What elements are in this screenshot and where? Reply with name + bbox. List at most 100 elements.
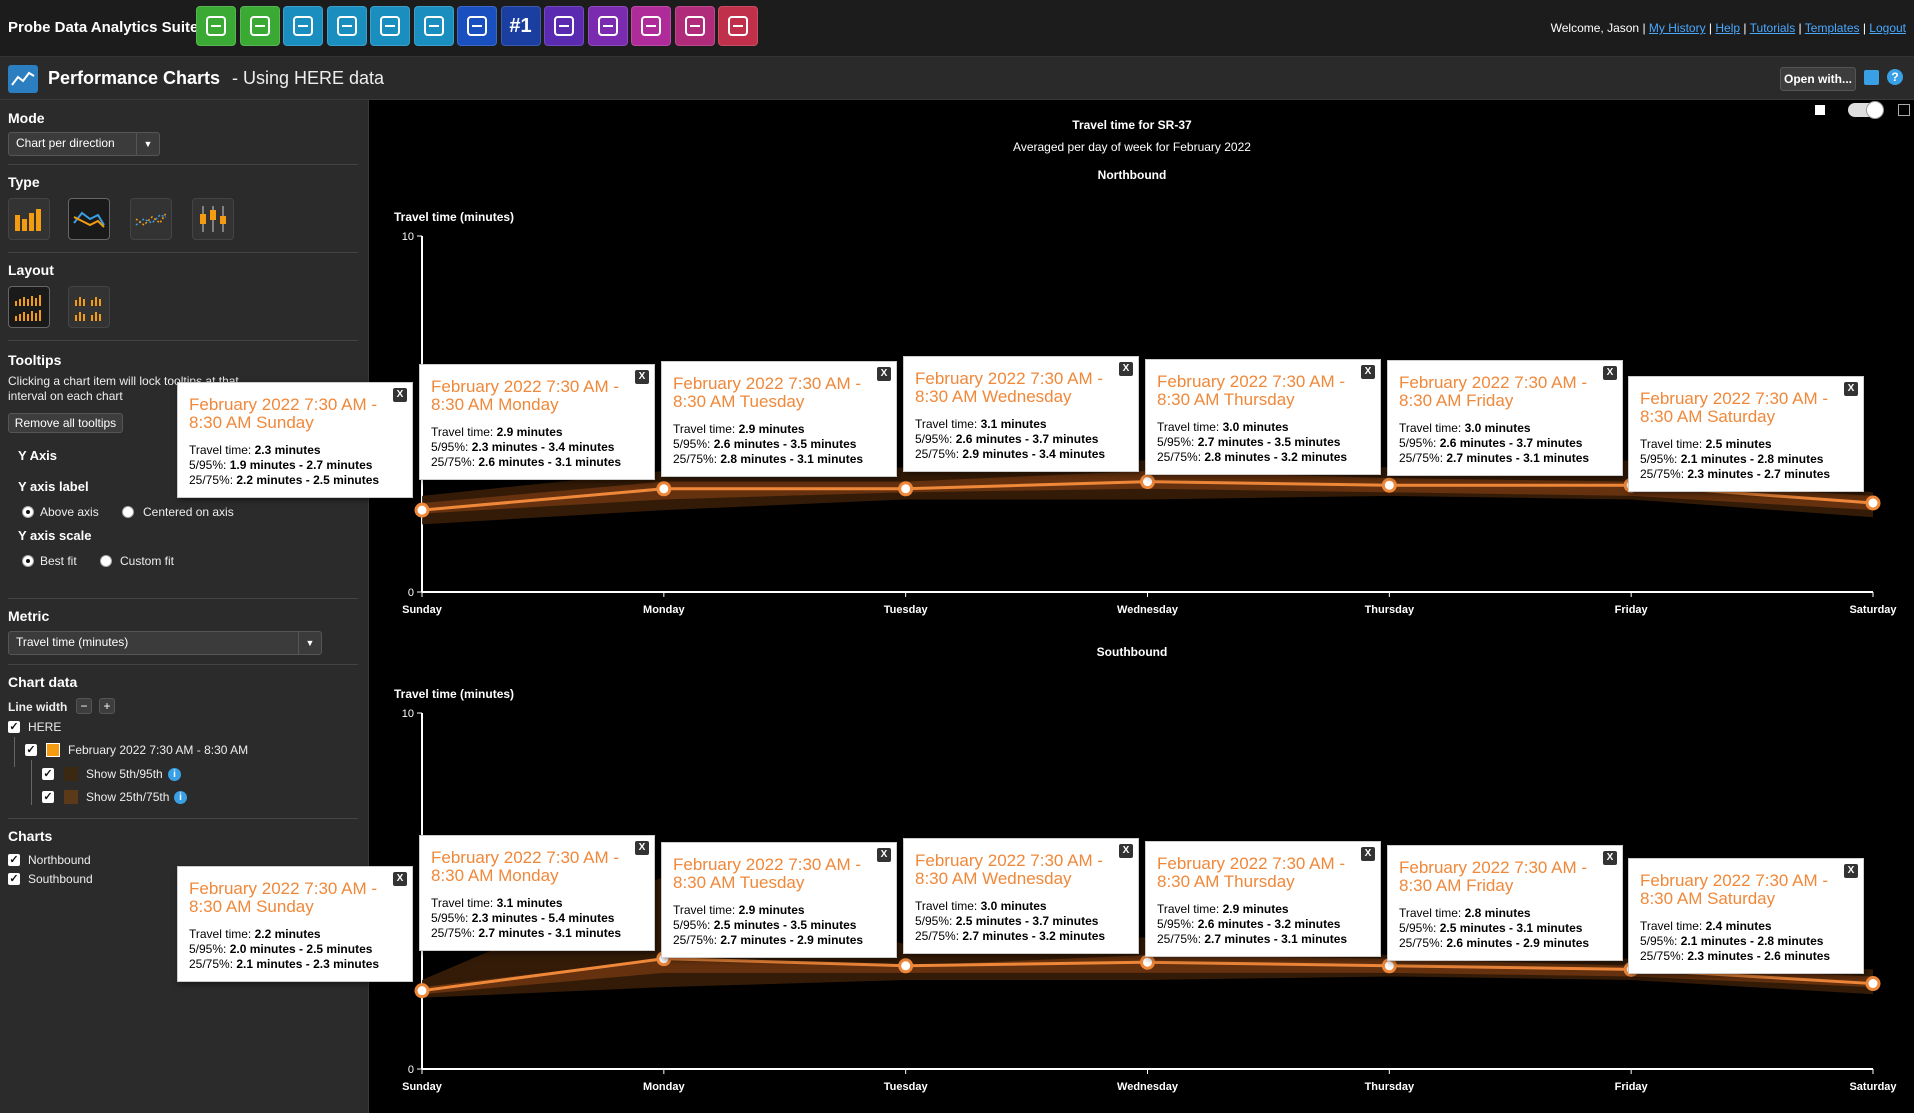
locked-tooltip[interactable]: X February 2022 7:30 AM - 8:30 AM Friday T… (1387, 845, 1623, 961)
bars-icon[interactable] (674, 6, 715, 46)
close-icon[interactable]: X (635, 841, 649, 855)
metric-select[interactable]: Travel time (minutes) ▼ (8, 631, 322, 655)
close-icon[interactable]: X (1844, 382, 1858, 396)
locked-tooltip[interactable]: X February 2022 7:30 AM - 8:30 AM Monday T… (419, 835, 655, 951)
tooltip-label: Travel time: (915, 899, 981, 913)
custom-fit-radio[interactable] (100, 555, 112, 567)
box-chart-type-button[interactable] (192, 198, 234, 240)
above-axis-radio[interactable] (22, 506, 34, 518)
tooltip-range-25-75: 25/75%: 2.8 minutes - 3.2 minutes (1157, 450, 1347, 464)
series-color-swatch[interactable] (46, 743, 60, 757)
tooltip-travel-time: Travel time: 2.4 minutes (1640, 919, 1772, 933)
info-icon[interactable]: i (168, 768, 181, 781)
scatter-chart-type-button[interactable] (130, 198, 172, 240)
tooltip-value: 2.3 minutes (254, 443, 321, 457)
layout-stacked-button[interactable] (8, 286, 50, 328)
close-icon[interactable]: X (1119, 844, 1133, 858)
chart-title: Southbound (1097, 645, 1168, 659)
fullscreen-icon[interactable] (1898, 104, 1910, 116)
close-icon[interactable]: X (1844, 864, 1858, 878)
tooltip-value: 2.9 minutes (738, 903, 805, 917)
mode-select[interactable]: Chart per direction ▼ (8, 132, 160, 156)
line-width-decrease-button[interactable]: − (76, 698, 92, 714)
layout-grid-button[interactable] (68, 286, 110, 328)
southbound-checkbox[interactable]: ✓ (8, 873, 20, 885)
tooltip-value: 2.7 minutes - 3.1 minutes (478, 926, 622, 940)
close-icon[interactable]: X (1603, 366, 1617, 380)
locked-tooltip[interactable]: X February 2022 7:30 AM - 8:30 AM Monday T… (419, 364, 655, 480)
show-5-95-checkbox[interactable]: ✓ (42, 768, 54, 780)
my-history-link[interactable]: My History (1648, 21, 1706, 35)
close-icon[interactable]: X (877, 848, 891, 862)
centered-on-axis-radio[interactable] (122, 506, 134, 518)
tooltip-travel-time: Travel time: 3.0 minutes (1399, 421, 1531, 435)
remove-all-tooltips-button[interactable]: Remove all tooltips (8, 413, 123, 433)
locked-tooltip[interactable]: X February 2022 7:30 AM - 8:30 AM Wednesd… (903, 838, 1139, 954)
locked-tooltip[interactable]: X February 2022 7:30 AM - 8:30 AM Saturda… (1628, 858, 1864, 974)
tutorials-link[interactable]: Tutorials (1749, 21, 1796, 35)
close-icon[interactable]: X (1361, 847, 1375, 861)
close-icon[interactable]: X (393, 872, 407, 886)
tooltip-range-5-95: 5/95%: 2.5 minutes - 3.7 minutes (915, 914, 1098, 928)
locked-tooltip[interactable]: X February 2022 7:30 AM - 8:30 AM Sunday T… (177, 866, 413, 982)
locked-tooltip[interactable]: X February 2022 7:30 AM - 8:30 AM Wednesd… (903, 356, 1139, 472)
close-icon[interactable]: X (877, 367, 891, 381)
bar-chart-type-button[interactable] (8, 198, 50, 240)
show-25-75-checkbox[interactable]: ✓ (42, 791, 54, 803)
tooltip-value: 3.1 minutes (496, 896, 563, 910)
tooltip-title: February 2022 7:30 AM - 8:30 AM Monday (431, 377, 620, 414)
report-icon[interactable] (587, 6, 628, 46)
northbound-checkbox[interactable]: ✓ (8, 854, 20, 866)
line-chart-type-button[interactable] (68, 198, 110, 240)
close-icon[interactable]: X (1361, 365, 1375, 379)
close-icon[interactable]: X (635, 370, 649, 384)
tooltip-label: 5/95%: (915, 432, 956, 446)
locked-tooltip[interactable]: X February 2022 7:30 AM - 8:30 AM Tuesday… (661, 842, 897, 958)
line-width-increase-button[interactable]: + (99, 698, 115, 714)
tooltip-title: February 2022 7:30 AM - 8:30 AM Thursday (1157, 372, 1346, 409)
help-link[interactable]: Help (1715, 21, 1741, 35)
cost-icon[interactable] (544, 6, 584, 46)
clock-icon[interactable] (718, 6, 758, 46)
road-icon[interactable] (326, 6, 367, 46)
magnifier-icon[interactable] (196, 6, 236, 46)
tooltip-travel-time: Travel time: 3.0 minutes (1157, 420, 1289, 434)
tooltip-label: Travel time: (1399, 421, 1465, 435)
rank-icon[interactable]: #1 (500, 6, 541, 46)
data-point (656, 481, 672, 497)
app-title: Probe Data Analytics Suite (8, 19, 199, 36)
mode-title: Mode (8, 110, 45, 126)
export-square-icon[interactable] (1815, 105, 1825, 115)
series-checkbox[interactable]: ✓ (25, 744, 37, 756)
tooltip-value: 2.3 minutes - 2.7 minutes (1687, 467, 1831, 481)
locked-tooltip[interactable]: X February 2022 7:30 AM - 8:30 AM Tuesday… (661, 361, 897, 477)
play-icon[interactable] (370, 6, 410, 46)
view-toggle[interactable] (1848, 101, 1884, 119)
list-icon[interactable] (457, 6, 497, 46)
performance-chart-icon[interactable] (413, 6, 454, 46)
templates-link[interactable]: Templates (1804, 21, 1860, 35)
tooltip-range-5-95: 5/95%: 1.9 minutes - 2.7 minutes (189, 458, 372, 472)
open-with-button[interactable]: Open with... (1780, 67, 1856, 91)
save-icon[interactable] (1864, 70, 1879, 85)
help-icon[interactable]: ? (1887, 69, 1903, 85)
info-icon[interactable]: i (174, 791, 187, 804)
scatter-icon[interactable] (631, 6, 671, 46)
logout-link[interactable]: Logout (1869, 21, 1906, 35)
locked-tooltip[interactable]: X February 2022 7:30 AM - 8:30 AM Friday T… (1387, 360, 1623, 476)
tooltip-value: 2.8 minutes (1464, 906, 1531, 920)
tooltip-value: 2.6 minutes - 3.7 minutes (1439, 436, 1583, 450)
best-fit-radio[interactable] (22, 555, 34, 567)
locked-tooltip[interactable]: X February 2022 7:30 AM - 8:30 AM Thursda… (1145, 841, 1381, 957)
tooltip-value: 2.6 minutes - 3.2 minutes (1197, 917, 1341, 931)
here-checkbox[interactable]: ✓ (8, 721, 20, 733)
close-icon[interactable]: X (1119, 362, 1133, 376)
close-icon[interactable]: X (1603, 851, 1617, 865)
download-icon[interactable] (239, 6, 280, 46)
tooltip-value: 2.2 minutes - 2.5 minutes (236, 473, 380, 487)
close-icon[interactable]: X (393, 388, 407, 402)
locked-tooltip[interactable]: X February 2022 7:30 AM - 8:30 AM Thursda… (1145, 359, 1381, 475)
map-icon[interactable] (283, 6, 323, 46)
locked-tooltip[interactable]: X February 2022 7:30 AM - 8:30 AM Sunday T… (177, 382, 413, 498)
locked-tooltip[interactable]: X February 2022 7:30 AM - 8:30 AM Saturda… (1628, 376, 1864, 492)
